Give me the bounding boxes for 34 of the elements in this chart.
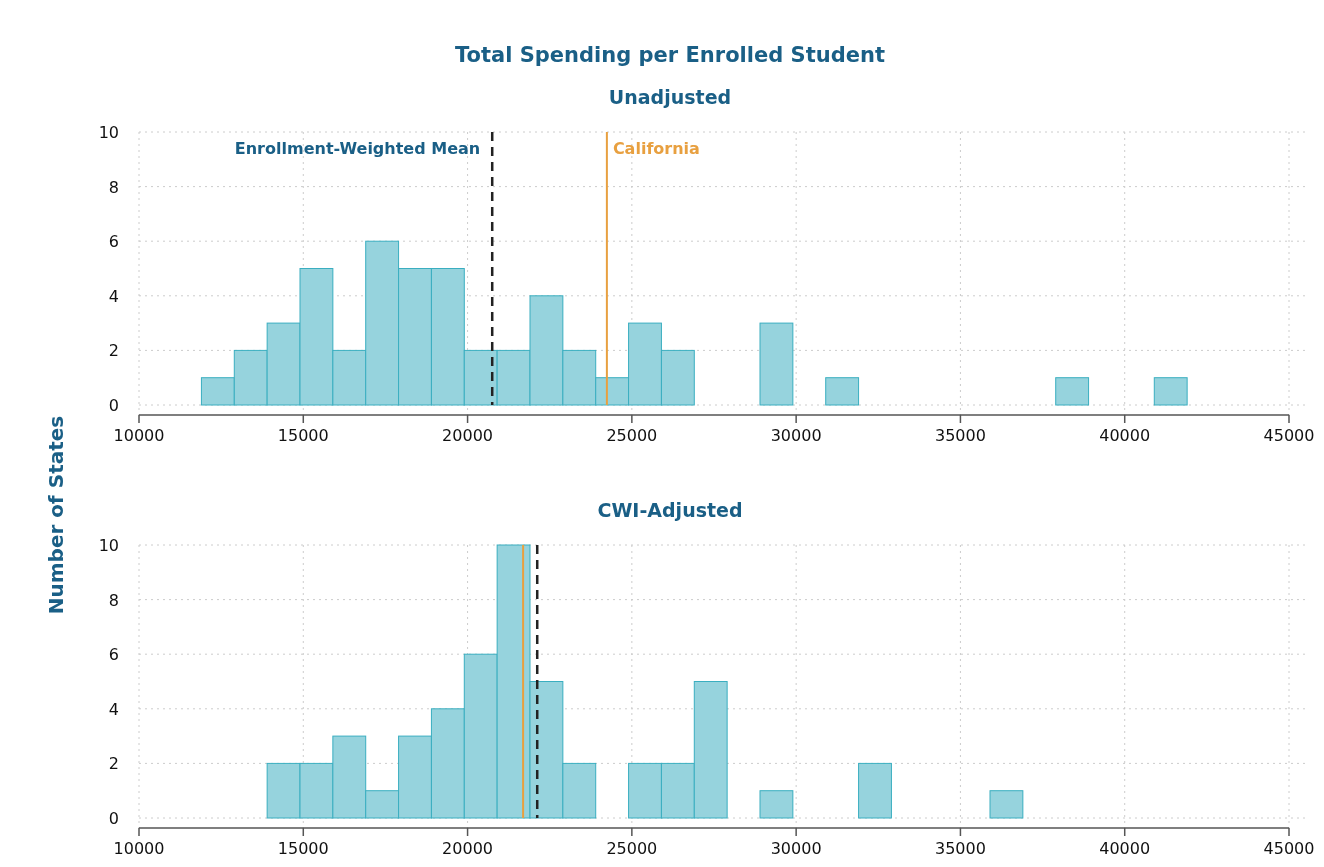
x-tick-label: 10000 bbox=[113, 839, 165, 858]
y-tick-label: 8 bbox=[108, 177, 119, 197]
x-tick-label: 45000 bbox=[1263, 426, 1315, 445]
x-tick-label: 25000 bbox=[606, 426, 658, 445]
x-tick-label: 25000 bbox=[606, 839, 658, 858]
x-tick-label: 20000 bbox=[442, 426, 494, 445]
y-tick-label: 6 bbox=[108, 645, 119, 665]
x-tick-label: 35000 bbox=[934, 426, 986, 445]
x-tick-label: 15000 bbox=[277, 839, 329, 858]
x-tick-label: 35000 bbox=[934, 839, 986, 858]
y-tick-label: 2 bbox=[108, 341, 119, 361]
y-tick-label: 0 bbox=[108, 396, 119, 415]
x-tick-label: 40000 bbox=[1099, 426, 1151, 445]
chart-title: Total Spending per Enrolled Student bbox=[455, 43, 885, 67]
chart-subtitle: CWI-Adjusted bbox=[597, 499, 743, 521]
y-tick-label: 4 bbox=[108, 286, 119, 306]
x-tick-label: 10000 bbox=[113, 426, 165, 445]
x-tick-label: 15000 bbox=[277, 426, 329, 445]
y-axis-title: Number of States bbox=[44, 415, 68, 615]
y-tick-label: 4 bbox=[108, 699, 119, 719]
x-tick-label: 45000 bbox=[1263, 839, 1315, 858]
x-tick-label: 30000 bbox=[770, 839, 822, 858]
y-tick-label: 2 bbox=[108, 754, 119, 774]
y-tick-label: 10 bbox=[98, 123, 119, 142]
x-tick-label: 40000 bbox=[1099, 839, 1151, 858]
y-tick-label: 10 bbox=[98, 536, 119, 555]
y-tick-label: 6 bbox=[108, 232, 119, 252]
chart-subtitle: Unadjusted bbox=[608, 86, 732, 108]
ref-line-label: California bbox=[612, 139, 700, 158]
y-tick-label: 0 bbox=[108, 809, 119, 828]
x-tick-label: 30000 bbox=[770, 426, 822, 445]
y-tick-label: 8 bbox=[108, 590, 119, 610]
x-tick-label: 20000 bbox=[442, 839, 494, 858]
ref-line-label: Enrollment-Weighted Mean bbox=[234, 139, 481, 158]
